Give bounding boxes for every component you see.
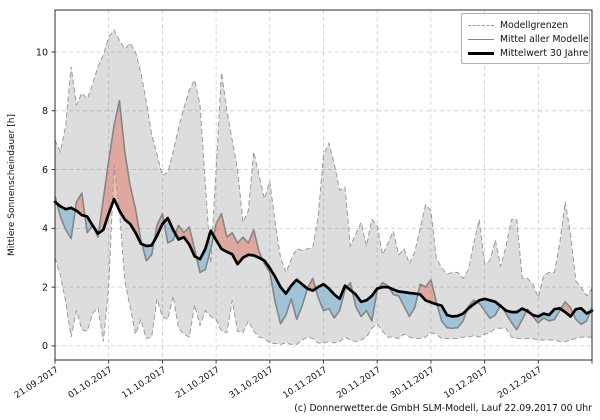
copyright-caption: (c) Donnerwetter.de GmbH SLM-Modell, Lau…: [294, 403, 592, 414]
x-tick-label: 01.10.2017: [67, 365, 115, 401]
mean-30yr-line: [53, 197, 594, 318]
dashed-line-icon: [468, 24, 494, 26]
y-axis-label: Mittlere Sonnenscheindauer [h]: [7, 114, 17, 256]
y-tick-label: 8: [42, 106, 48, 117]
x-tick-label: 10.11.2017: [281, 365, 329, 401]
legend-label: Mittelwert 30 Jahre: [500, 47, 589, 59]
y-tick-label: 10: [36, 47, 48, 58]
x-tick-label: 10.12.2017: [443, 365, 491, 401]
x-tick-label: 21.10.2017: [174, 365, 222, 401]
y-tick-label: 6: [42, 165, 48, 176]
x-tick-label: 31.10.2017: [228, 365, 276, 401]
y-tick-label: 0: [42, 341, 48, 352]
model-band-lower-line: [54, 165, 592, 345]
y-tick-label: 2: [42, 282, 48, 293]
gray-line-icon: [468, 38, 494, 40]
x-tick-label: 21.09.2017: [13, 365, 61, 401]
legend-label: Modellgrenzen: [500, 19, 569, 31]
legend-item-mittel-aller-modelle: Mittel aller Modelle: [462, 32, 589, 46]
model-band-upper-line: [54, 29, 593, 300]
x-tick-label: 30.11.2017: [389, 365, 437, 401]
legend-label: Mittel aller Modelle: [500, 33, 589, 45]
black-line-icon: [468, 51, 494, 55]
model-band-area: [55, 29, 592, 345]
legend-item-modellgrenzen: Modellgrenzen: [462, 18, 589, 32]
x-tick-label: 11.10.2017: [120, 365, 168, 401]
legend: Modellgrenzen Mittel aller Modelle Mitte…: [461, 13, 590, 64]
x-tick-label: 20.11.2017: [335, 365, 383, 401]
x-tick-label: 20.12.2017: [496, 365, 544, 401]
legend-item-mittelwert-30-jahre: Mittelwert 30 Jahre: [462, 46, 589, 60]
y-tick-label: 4: [42, 224, 48, 235]
